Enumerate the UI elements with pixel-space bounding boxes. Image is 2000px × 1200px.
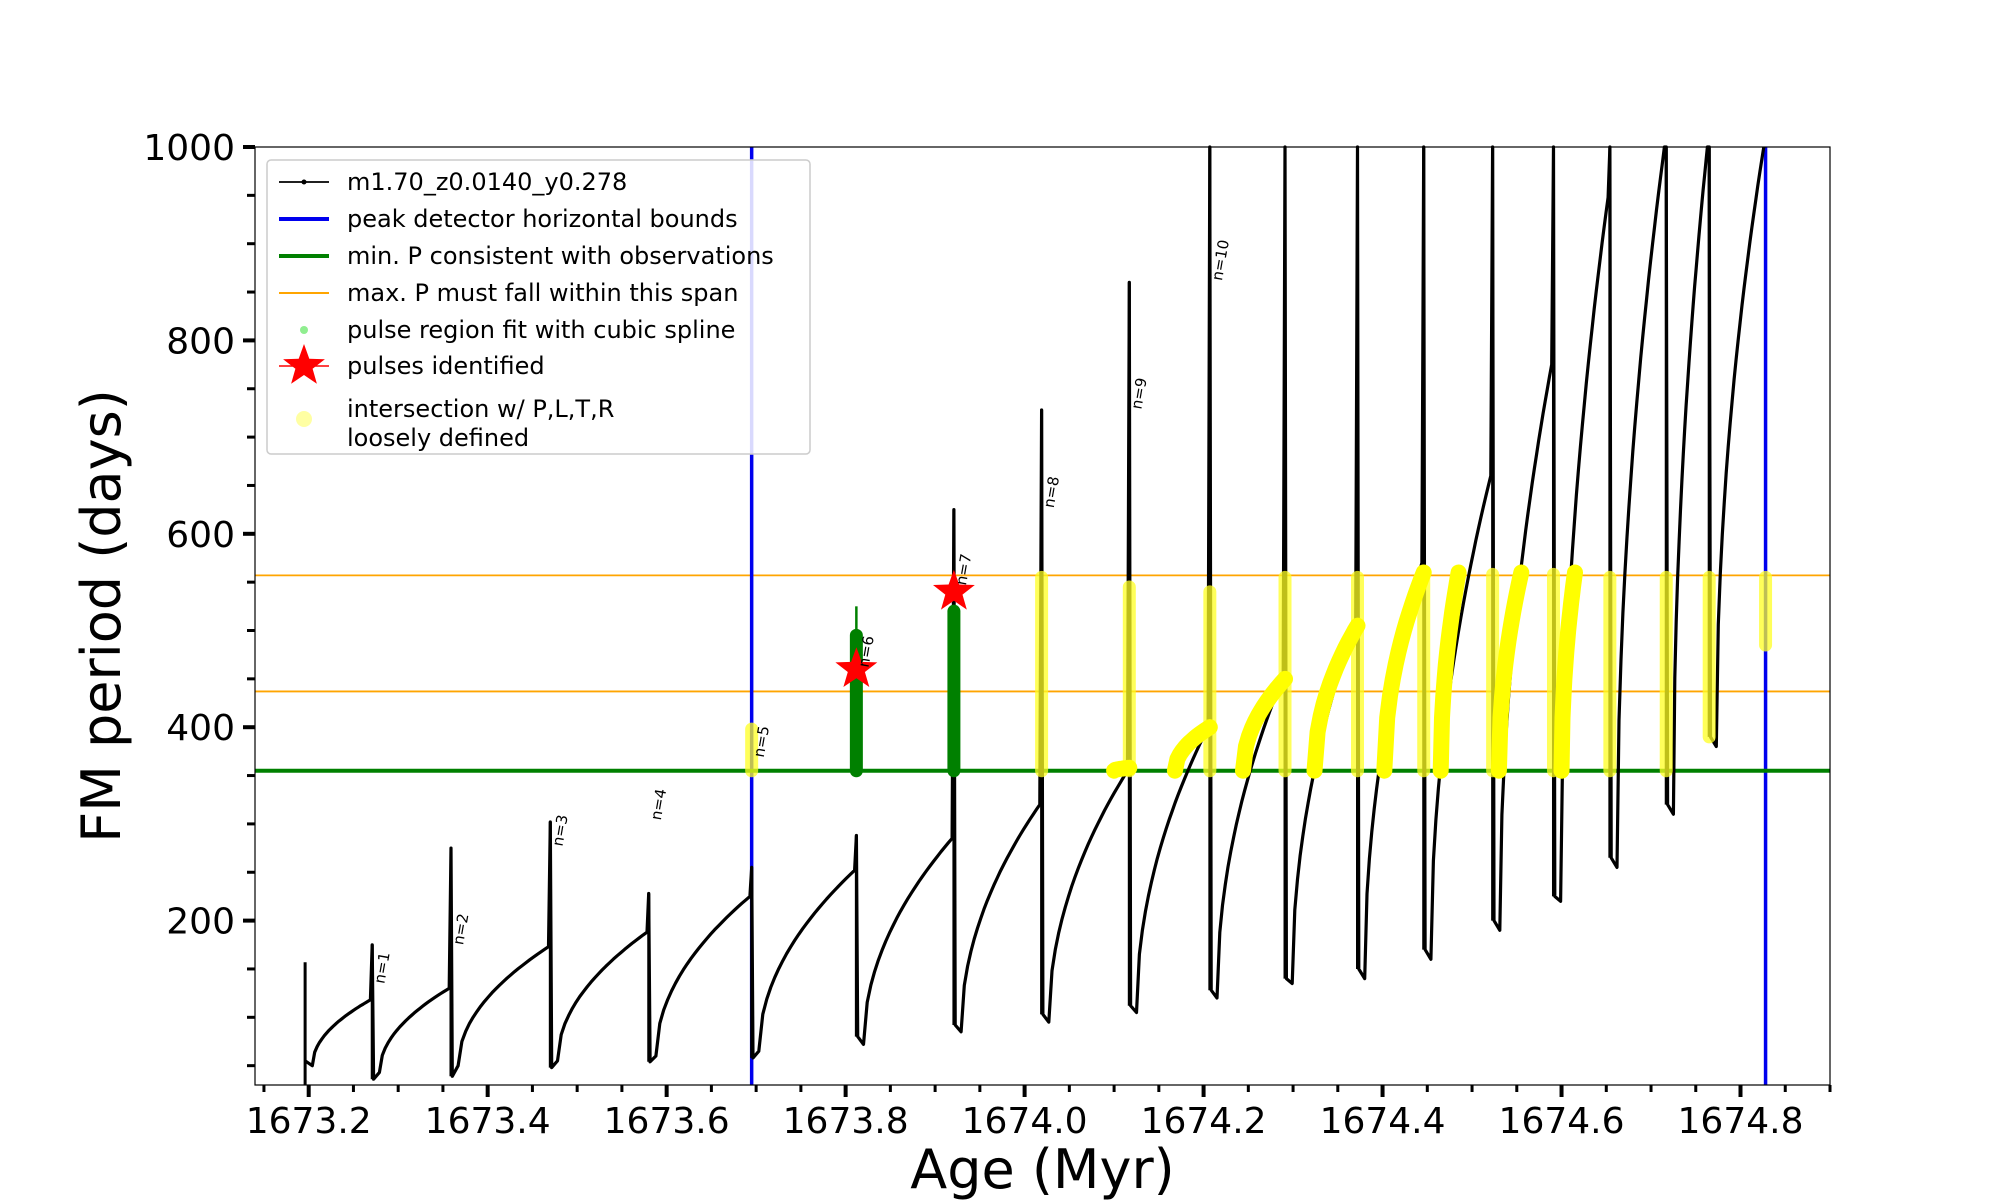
intersection-curve-5 [1432,564,1467,779]
x-tick-label-8: 1674.8 [1678,1101,1804,1142]
legend-label-4: pulse region fit with cubic spline [347,316,735,344]
legend-symbol-model-dot [301,179,307,185]
y-tick-label-3: 800 [166,321,235,362]
y-tick-label-2: 600 [166,515,235,556]
legend-symbol-star [283,344,325,384]
x-tick-label-2: 1673.6 [604,1101,730,1142]
legend-label-1: peak detector horizontal bounds [347,205,738,233]
pulse-label-3: n=4 [647,787,670,821]
legend-symbol-spline-dot [300,326,308,334]
y-axis-label: FM period (days) [70,389,133,843]
pulse-label-2: n=3 [549,813,572,847]
pulse-label-4: n=5 [750,724,773,758]
intersection-curve-6 [1490,564,1530,779]
x-axis-label: Age (Myr) [910,1138,1175,1200]
pulse-label-5: n=6 [855,634,878,668]
x-tick-label-6: 1674.4 [1320,1101,1446,1142]
intersection-curve-7 [1553,564,1583,779]
intersection-curve-3 [1306,617,1366,779]
x-tick-label-7: 1674.6 [1499,1101,1625,1142]
x-tick-label-1: 1673.4 [425,1101,551,1142]
legend-label-6-line2: loosely defined [347,424,529,452]
legend-label-5: pulses identified [347,352,545,380]
intersection-curve-1 [1166,719,1218,779]
x-tick-label-0: 1673.2 [246,1101,372,1142]
model-track-line [304,145,1766,1081]
plot-frame [254,146,1831,1086]
pulse-star-1 [933,569,975,610]
x-tick-label-5: 1674.2 [1141,1101,1267,1142]
x-tick-label-4: 1674.0 [962,1101,1088,1142]
legend-box [266,159,811,455]
pulse-label-6: n=7 [952,552,975,586]
legend-label-6: intersection w/ P,L,T,R [347,395,614,423]
y-tick-label-0: 200 [166,902,235,943]
legend-symbol-yellow-dot [296,411,312,427]
legend-label-0: m1.70_z0.0140_y0.278 [347,168,627,196]
intersection-curve-4 [1376,564,1432,779]
y-tick-label-4: 1000 [143,128,235,169]
pulse-star-0 [835,647,878,687]
y-tick-label-1: 400 [166,708,235,749]
pulse-label-1: n=2 [449,912,472,946]
intersection-curve-2 [1235,670,1293,779]
x-tick-label-3: 1673.8 [783,1101,909,1142]
intersection-curve-0 [1106,759,1138,779]
pulse-label-9: n=10 [1208,238,1233,282]
pulse-label-8: n=9 [1128,376,1151,410]
legend-label-2: min. P consistent with observations [347,242,774,270]
pulse-label-0: n=1 [370,951,393,985]
pulse-label-7: n=8 [1040,475,1063,509]
legend-label-3: max. P must fall within this span [347,279,738,307]
